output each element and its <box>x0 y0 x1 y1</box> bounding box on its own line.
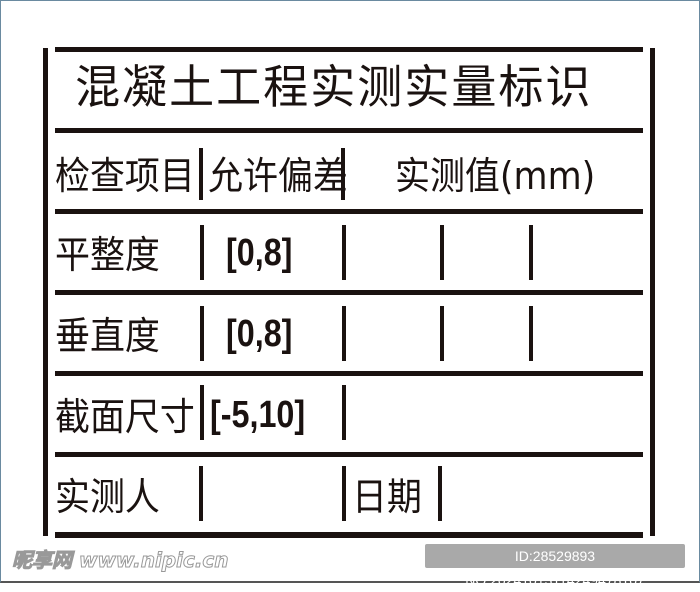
row-tolerance: [0,8] <box>226 313 293 355</box>
cell-separator <box>529 225 533 280</box>
page-title: 混凝土工程实测实量标识 <box>75 60 593 114</box>
watermark-logo: 昵享网 www.nipic.cn <box>12 548 230 573</box>
right-border <box>650 48 655 536</box>
row-item: 截面尺寸 <box>55 395 195 439</box>
cell-separator <box>342 385 346 440</box>
header-measured: 实测值(mm) <box>395 154 596 198</box>
row-item: 垂直度 <box>55 314 160 358</box>
cell-separator <box>200 225 204 280</box>
cell-separator <box>342 306 346 361</box>
cell-separator <box>440 225 444 280</box>
divider <box>55 290 643 295</box>
divider <box>55 209 643 214</box>
header-tolerance: 允许偏差 <box>208 154 348 198</box>
cell-separator <box>438 466 442 521</box>
inspector-label: 实测人 <box>55 475 160 519</box>
cell-separator <box>200 306 204 361</box>
cell-separator <box>342 225 346 280</box>
divider <box>55 532 643 538</box>
divider <box>55 47 643 52</box>
cell-separator <box>199 466 203 521</box>
cell-separator <box>200 385 204 440</box>
row-tolerance: [0,8] <box>226 232 293 274</box>
row-item: 平整度 <box>55 233 160 277</box>
row-tolerance: [-5,10] <box>210 394 306 436</box>
left-border <box>43 48 48 536</box>
cell-separator <box>529 306 533 361</box>
divider <box>55 371 643 376</box>
divider <box>55 128 643 133</box>
cell-separator <box>199 148 203 200</box>
cell-separator <box>341 148 345 200</box>
watermark-id-badge: ID:28529893 NO:20241013114249478107 <box>425 544 685 588</box>
date-label: 日期 <box>352 475 422 519</box>
cell-separator <box>342 466 346 521</box>
divider <box>55 452 643 457</box>
cell-separator <box>440 306 444 361</box>
header-item: 检查项目 <box>55 154 195 198</box>
